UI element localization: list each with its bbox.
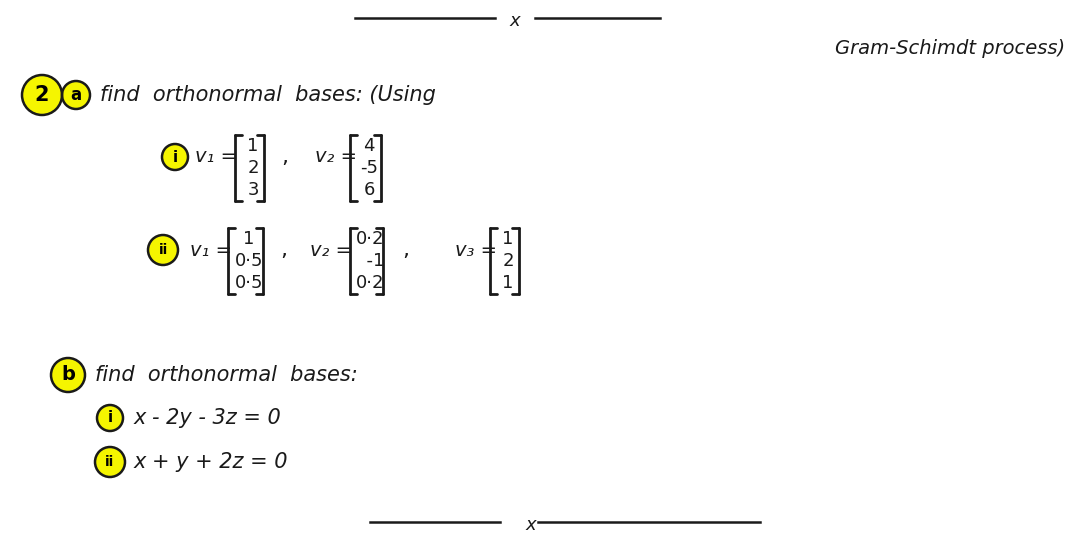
Text: 0·2: 0·2: [355, 274, 384, 292]
Text: ii: ii: [159, 243, 167, 257]
Circle shape: [162, 144, 188, 170]
Text: find  orthonormal  bases: (Using: find orthonormal bases: (Using: [100, 85, 436, 105]
Text: v₁ =: v₁ =: [195, 148, 237, 166]
Text: v₂ =: v₂ =: [315, 148, 357, 166]
Text: v₂ =: v₂ =: [310, 241, 352, 259]
Text: ,: ,: [402, 240, 409, 260]
Text: -1: -1: [355, 252, 384, 270]
Text: x - 2y - 3z = 0: x - 2y - 3z = 0: [134, 408, 282, 428]
Circle shape: [95, 447, 125, 477]
Text: -5: -5: [360, 159, 378, 177]
Text: 2: 2: [247, 159, 259, 177]
Text: 0·2: 0·2: [355, 230, 384, 248]
Text: 3: 3: [247, 181, 259, 199]
Text: 0·5: 0·5: [234, 252, 264, 270]
Text: b: b: [62, 366, 75, 384]
Text: v₃ =: v₃ =: [455, 241, 497, 259]
Text: 0·5: 0·5: [234, 274, 264, 292]
Text: 6: 6: [363, 181, 375, 199]
Text: 1: 1: [502, 274, 514, 292]
Text: ,: ,: [280, 240, 287, 260]
Text: ii: ii: [106, 455, 114, 469]
Text: x: x: [510, 12, 521, 30]
Circle shape: [62, 81, 90, 109]
Text: 2: 2: [502, 252, 514, 270]
Text: 1: 1: [247, 137, 259, 155]
Circle shape: [22, 75, 62, 115]
Text: 1: 1: [243, 230, 255, 248]
Text: v₁ =: v₁ =: [190, 241, 232, 259]
Text: i: i: [173, 149, 177, 164]
Text: x: x: [526, 516, 537, 534]
Text: find  orthonormal  bases:: find orthonormal bases:: [95, 365, 357, 385]
Text: i: i: [107, 410, 112, 425]
Text: Gram-Schimdt process): Gram-Schimdt process): [835, 39, 1065, 57]
Text: 2: 2: [35, 85, 50, 105]
Text: a: a: [70, 86, 82, 104]
Text: 1: 1: [502, 230, 514, 248]
Circle shape: [51, 358, 85, 392]
Text: ,: ,: [281, 147, 288, 167]
Circle shape: [97, 405, 123, 431]
Text: 4: 4: [363, 137, 375, 155]
Circle shape: [148, 235, 178, 265]
Text: x + y + 2z = 0: x + y + 2z = 0: [134, 452, 288, 472]
